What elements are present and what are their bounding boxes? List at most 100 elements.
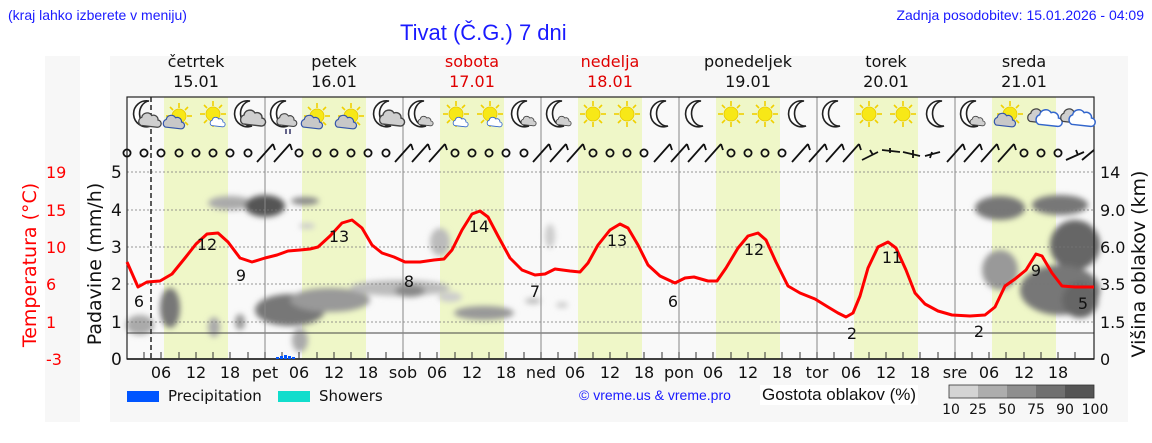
svg-text:19: 19 bbox=[46, 163, 66, 182]
svg-text:06: 06 bbox=[151, 363, 171, 382]
svg-text:5: 5 bbox=[1078, 294, 1088, 313]
svg-text:14: 14 bbox=[469, 217, 489, 236]
precip-axis-label: Padavine (mm/h) bbox=[84, 183, 106, 346]
wind-symbols bbox=[122, 143, 1095, 163]
svg-text:9.0: 9.0 bbox=[1100, 201, 1125, 220]
daylight-bands bbox=[164, 97, 1056, 359]
svg-text:12: 12 bbox=[876, 363, 896, 382]
day-header-3: nedelja 18.01 bbox=[580, 52, 640, 91]
svg-text:1.5: 1.5 bbox=[1100, 313, 1125, 332]
day-header-1: petek 16.01 bbox=[311, 52, 357, 91]
svg-text:7: 7 bbox=[530, 282, 540, 301]
svg-text:06: 06 bbox=[289, 363, 309, 382]
temp-annotations: 6 12 9 13 8 14 7 13 6 12 2 11 2 9 5 bbox=[134, 217, 1088, 343]
svg-text:pet: pet bbox=[252, 363, 278, 382]
svg-text:6.0: 6.0 bbox=[1100, 238, 1125, 257]
svg-text:3.5: 3.5 bbox=[1100, 275, 1125, 294]
svg-text:06: 06 bbox=[427, 363, 447, 382]
x-axis-labels: 06 12 18 pet 06 12 18 sob 06 12 18 ned 0… bbox=[151, 363, 1068, 382]
precip-axis-ticks: 5 4 3 2 1 0 bbox=[111, 163, 122, 370]
svg-text:12: 12 bbox=[600, 363, 620, 382]
precipitation-swatch bbox=[127, 390, 159, 402]
svg-text:90: 90 bbox=[1056, 402, 1074, 418]
svg-text:9: 9 bbox=[236, 266, 246, 285]
svg-text:2: 2 bbox=[974, 322, 984, 341]
svg-text:5: 5 bbox=[111, 163, 122, 183]
svg-text:18: 18 bbox=[910, 363, 930, 382]
svg-text:12: 12 bbox=[197, 235, 217, 254]
day-separators bbox=[264, 97, 956, 359]
day-header-6: sreda 21.01 bbox=[1001, 52, 1047, 91]
cloud-height-axis-label: Višina oblakov (km) bbox=[1128, 171, 1150, 358]
svg-text:sob: sob bbox=[389, 363, 417, 382]
svg-text:ned: ned bbox=[526, 363, 556, 382]
gridlines bbox=[127, 171, 1094, 323]
svg-text:6: 6 bbox=[668, 292, 678, 311]
svg-text:06: 06 bbox=[565, 363, 585, 382]
svg-text:1: 1 bbox=[111, 313, 122, 333]
cloud-density-label: Gostota oblakov (%) bbox=[760, 385, 919, 405]
hour-ticks bbox=[143, 352, 1076, 359]
cloud-height-ticks: 14 9.0 6.0 3.5 1.5 0 bbox=[1100, 163, 1125, 369]
temp-axis-label: Temperatura (°C) bbox=[19, 183, 41, 348]
svg-text:18: 18 bbox=[634, 363, 654, 382]
day-header-0: četrtek 15.01 bbox=[167, 52, 225, 91]
svg-text:0: 0 bbox=[111, 350, 122, 370]
svg-text:9: 9 bbox=[1031, 261, 1041, 280]
svg-text:15: 15 bbox=[46, 201, 66, 220]
day-header-5: torek 20.01 bbox=[863, 52, 909, 91]
svg-text:tor: tor bbox=[806, 363, 829, 382]
svg-text:3: 3 bbox=[111, 238, 122, 258]
day-header-2: sobota 17.01 bbox=[444, 52, 500, 91]
svg-text:75: 75 bbox=[1027, 402, 1045, 418]
svg-text:10: 10 bbox=[46, 238, 66, 257]
weather-icons bbox=[132, 99, 1096, 134]
legend-showers: Showers bbox=[278, 387, 383, 405]
svg-text:12: 12 bbox=[462, 363, 482, 382]
temp-axis-panel bbox=[45, 56, 80, 422]
svg-text:pon: pon bbox=[664, 363, 694, 382]
svg-text:18: 18 bbox=[1048, 363, 1068, 382]
svg-text:0: 0 bbox=[1100, 350, 1110, 369]
svg-text:12: 12 bbox=[744, 240, 764, 259]
svg-text:18: 18 bbox=[220, 363, 240, 382]
svg-text:11: 11 bbox=[882, 248, 902, 267]
moon-cloud-drizzle-icon bbox=[269, 99, 298, 134]
svg-text:50: 50 bbox=[998, 402, 1016, 418]
day-header-4: ponedeljek 19.01 bbox=[704, 52, 792, 91]
svg-text:18: 18 bbox=[358, 363, 378, 382]
showers-swatch bbox=[278, 390, 310, 402]
svg-text:13: 13 bbox=[607, 231, 627, 250]
region-select-hint[interactable]: (kraj lahko izberete v meniju) bbox=[8, 7, 187, 23]
precipitation-bars bbox=[276, 355, 295, 359]
svg-text:12: 12 bbox=[186, 363, 206, 382]
svg-text:6: 6 bbox=[46, 275, 56, 294]
temp-axis-ticks: 19 15 10 6 1 -3 bbox=[46, 163, 66, 369]
svg-text:18: 18 bbox=[772, 363, 792, 382]
svg-text:25: 25 bbox=[969, 402, 987, 418]
svg-text:1: 1 bbox=[46, 313, 56, 332]
svg-text:12: 12 bbox=[1014, 363, 1034, 382]
svg-text:2: 2 bbox=[111, 275, 122, 295]
svg-text:10: 10 bbox=[942, 402, 960, 418]
svg-text:13: 13 bbox=[329, 227, 349, 246]
svg-text:2: 2 bbox=[847, 324, 857, 343]
svg-text:12: 12 bbox=[738, 363, 758, 382]
svg-text:12: 12 bbox=[324, 363, 344, 382]
svg-text:18: 18 bbox=[496, 363, 516, 382]
cloud-density-scale: 10 25 50 75 90 100 bbox=[942, 384, 1109, 418]
page-title: Tivat (Č.G.) 7 dni bbox=[400, 20, 567, 45]
legend-precipitation: Precipitation bbox=[127, 387, 262, 405]
svg-text:06: 06 bbox=[979, 363, 999, 382]
svg-text:06: 06 bbox=[841, 363, 861, 382]
svg-text:sre: sre bbox=[943, 363, 967, 382]
temperature-line bbox=[125, 209, 1094, 319]
svg-text:-3: -3 bbox=[46, 350, 62, 369]
last-update: Zadnja posodobitev: 15.01.2026 - 04:09 bbox=[896, 7, 1144, 23]
svg-text:14: 14 bbox=[1100, 163, 1120, 182]
svg-text:06: 06 bbox=[703, 363, 723, 382]
svg-text:100: 100 bbox=[1082, 402, 1109, 418]
copyright-link[interactable]: © vreme.us & vreme.pro bbox=[579, 387, 731, 403]
svg-text:6: 6 bbox=[134, 292, 144, 311]
